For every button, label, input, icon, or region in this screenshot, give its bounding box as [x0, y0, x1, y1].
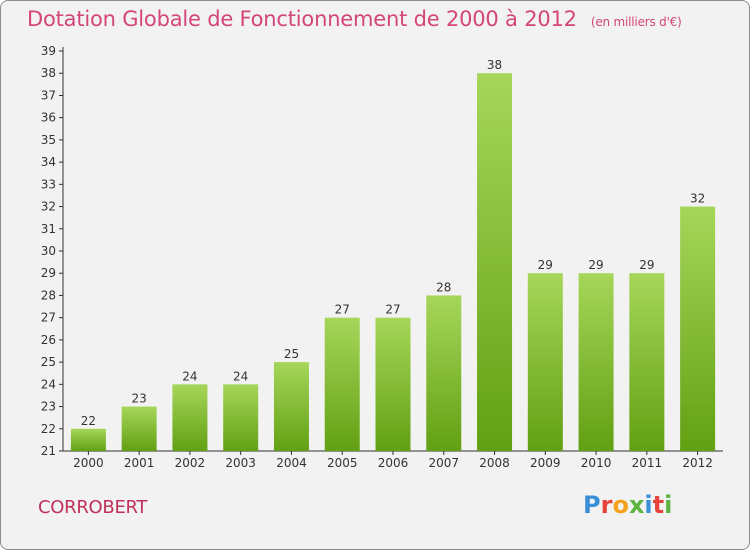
y-tick-label: 27 [41, 311, 56, 325]
y-tick-label: 24 [41, 377, 56, 391]
x-tick-label-2004: 2004 [276, 456, 307, 470]
bar-2001 [121, 406, 157, 451]
logo-letter: P [583, 491, 601, 519]
bar-2005 [324, 317, 360, 451]
logo-letter: x [628, 491, 645, 519]
x-tick-label-2007: 2007 [428, 456, 459, 470]
x-tick-label-2001: 2001 [124, 456, 155, 470]
logo-letter: r [600, 491, 613, 519]
data-label-2002: 24 [182, 369, 197, 383]
data-label-2001: 23 [132, 392, 147, 406]
bar-2007 [426, 295, 462, 451]
data-label-2012: 32 [690, 192, 705, 206]
data-label-2006: 27 [385, 303, 400, 317]
chart-title: Dotation Globale de Fonctionnement de 20… [27, 7, 682, 31]
logo-letter: i [644, 491, 653, 519]
y-tick-label: 34 [41, 155, 56, 169]
data-label-2005: 27 [335, 303, 350, 317]
y-tick-label: 30 [41, 244, 56, 258]
x-tick-label-2006: 2006 [378, 456, 409, 470]
chart-unit-label: (en milliers d'€) [590, 15, 682, 29]
bar-2009 [527, 273, 563, 451]
y-tick-label: 29 [41, 266, 56, 280]
x-tick-label-2010: 2010 [581, 456, 612, 470]
logo-letter: o [612, 491, 629, 519]
bar-2004 [273, 362, 309, 451]
data-label-2007: 28 [436, 280, 451, 294]
bar-2002 [172, 384, 208, 451]
y-tick-label: 31 [41, 222, 56, 236]
y-tick-label: 23 [41, 400, 56, 414]
bar-2000 [70, 428, 106, 451]
chart-title-text: Dotation Globale de Fonctionnement de 20… [27, 7, 577, 31]
bar-2003 [223, 384, 259, 451]
bar-2010 [578, 273, 614, 451]
y-tick-label: 21 [41, 444, 56, 458]
chart-bars [70, 73, 716, 451]
data-label-2000: 22 [81, 414, 96, 428]
bar-2008 [477, 73, 513, 451]
y-tick-label: 38 [41, 66, 56, 80]
y-tick-label: 36 [41, 111, 56, 125]
y-tick-label: 33 [41, 177, 56, 191]
data-label-2004: 25 [284, 347, 299, 361]
y-tick-label: 35 [41, 133, 56, 147]
y-tick-label: 37 [41, 88, 56, 102]
x-tick-label-2000: 2000 [73, 456, 104, 470]
bar-2012 [680, 206, 716, 451]
town-name: CORROBERT [38, 497, 148, 518]
chart-labels: 22 2000 23 2001 24 2002 24 2003 25 2004 27 2005 27 20… [73, 58, 713, 470]
bar-2011 [629, 273, 665, 451]
data-label-2003: 24 [233, 369, 248, 383]
y-tick-label: 25 [41, 355, 56, 369]
x-tick-label-2011: 2011 [632, 456, 663, 470]
y-tick-label: 39 [41, 44, 56, 58]
data-label-2008: 38 [487, 58, 502, 72]
data-label-2009: 29 [538, 258, 553, 272]
x-tick-label-2008: 2008 [479, 456, 510, 470]
x-tick-label-2012: 2012 [682, 456, 713, 470]
chart-axes: 21 22 23 24 25 26 27 28 29 30 31 32 33 34 35 36 37 38 39 [41, 44, 723, 458]
x-tick-label-2009: 2009 [530, 456, 561, 470]
y-tick-label: 22 [41, 422, 56, 436]
logo-letter: t [652, 491, 665, 519]
logo-letter: i [664, 491, 673, 519]
x-tick-label-2002: 2002 [175, 456, 206, 470]
x-tick-label-2005: 2005 [327, 456, 358, 470]
data-label-2011: 29 [639, 258, 654, 272]
y-tick-label: 28 [41, 288, 56, 302]
proxiti-logo: Proxiti [583, 491, 672, 519]
x-tick-label-2003: 2003 [225, 456, 256, 470]
bar-2006 [375, 317, 411, 451]
y-tick-label: 26 [41, 333, 56, 347]
data-label-2010: 29 [588, 258, 603, 272]
y-tick-label: 32 [41, 200, 56, 214]
